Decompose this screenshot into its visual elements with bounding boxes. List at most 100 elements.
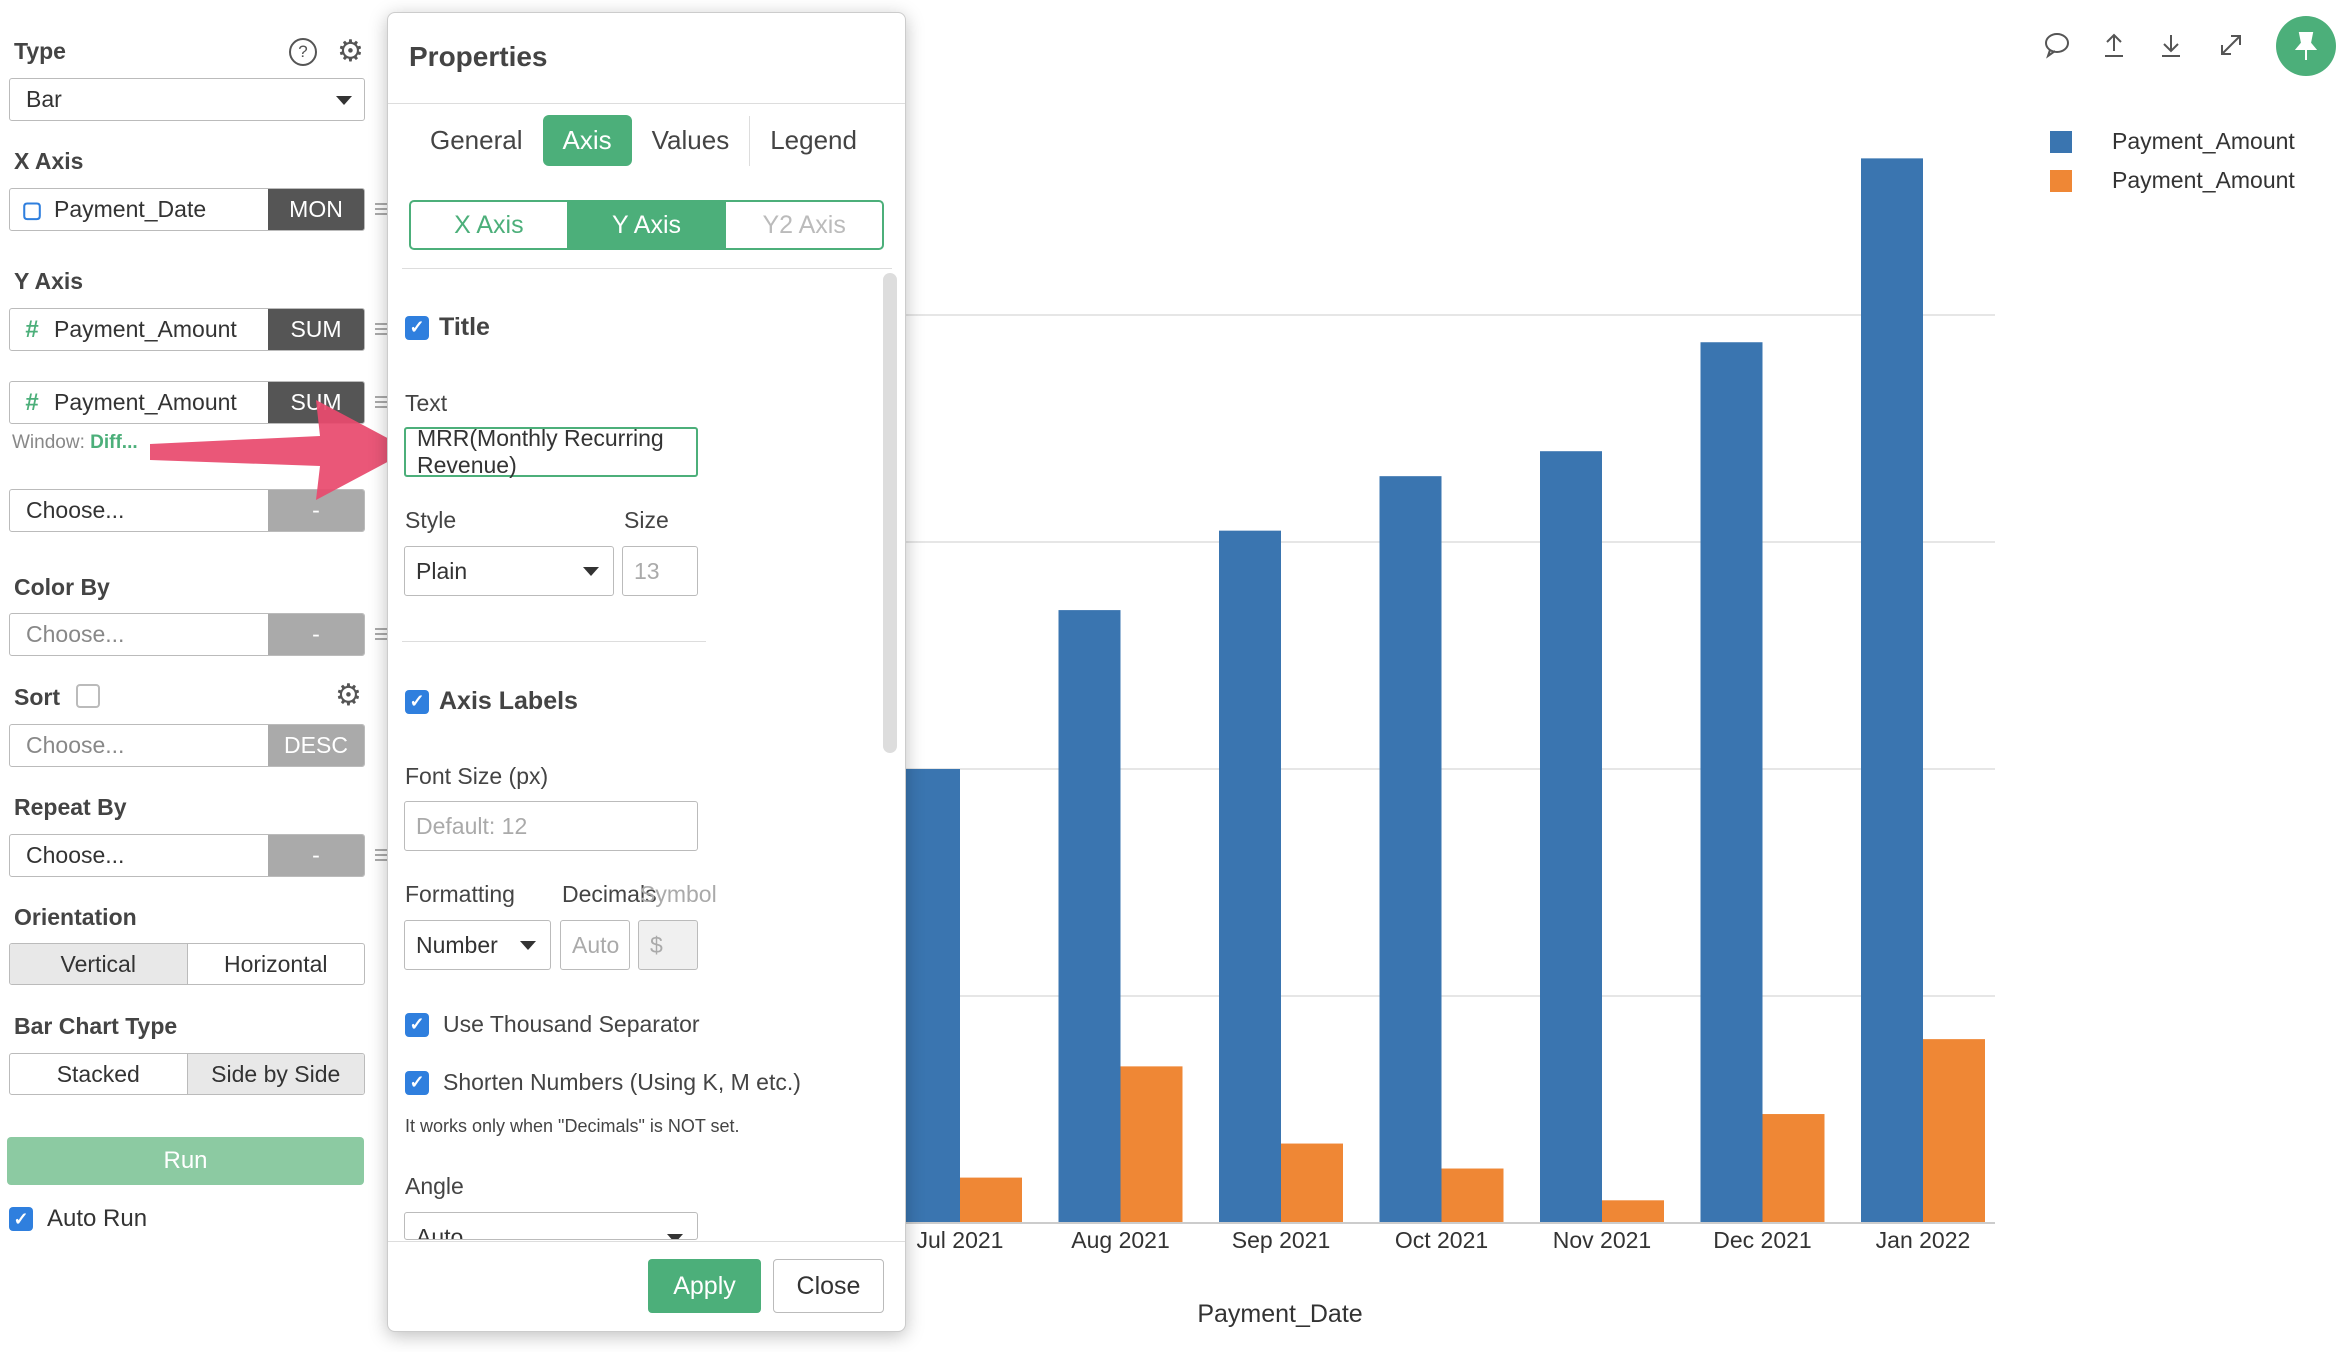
x-axis-field[interactable]: ▢ Payment_Date MON (9, 188, 365, 231)
bar-blue-5[interactable] (1700, 342, 1763, 1223)
angle-value: Auto (416, 1224, 464, 1240)
drag-handle-icon[interactable] (375, 396, 387, 410)
tab-y2-axis: Y2 Axis (724, 202, 882, 248)
y-axis-choose-button[interactable]: - (268, 490, 364, 531)
y-axis-agg-button-1[interactable]: SUM (268, 309, 364, 350)
shorten-numbers-option[interactable]: ✓ Shorten Numbers (Using K, M etc.) (405, 1069, 801, 1096)
y-axis-field-1[interactable]: # Payment_Amount SUM (9, 308, 365, 351)
axis-labels-option[interactable]: ✓ Axis Labels (405, 687, 578, 716)
tab-values[interactable]: Values (651, 125, 730, 155)
bar-type-stacked[interactable]: Stacked (56, 1060, 140, 1087)
drag-handle-icon[interactable] (375, 628, 387, 642)
x-tick-label: Aug 2021 (1071, 1227, 1169, 1253)
bar-blue-2[interactable] (1219, 530, 1281, 1223)
axis-labels-checkbox[interactable]: ✓ (405, 689, 429, 714)
repeat-by-label: Repeat By (14, 794, 127, 820)
run-button[interactable]: Run (7, 1137, 364, 1185)
tab-general[interactable]: General (430, 125, 523, 155)
bar-blue-1[interactable] (1058, 610, 1121, 1223)
bar-blue-0[interactable] (898, 769, 960, 1223)
repeat-by-value: Choose... (26, 842, 125, 868)
properties-dialog: Properties General Axis Values Legend X … (387, 12, 906, 1332)
window-setting[interactable]: Window: Diff... (12, 432, 138, 454)
sort-order-button[interactable]: DESC (268, 725, 364, 766)
gear-icon[interactable]: ⚙ (337, 35, 364, 68)
repeat-by-button[interactable]: - (268, 835, 364, 876)
bar-blue-6[interactable] (1861, 158, 1923, 1223)
angle-label: Angle (405, 1173, 464, 1199)
bar-orange-3[interactable] (1441, 1168, 1504, 1223)
legend-item-2[interactable]: Payment_Amount (2050, 167, 2295, 194)
y-axis-choose[interactable]: Choose... - (9, 489, 365, 532)
bar-blue-4[interactable] (1540, 451, 1602, 1223)
axis-title-input[interactable]: MRR(Monthly Recurring Revenue) (404, 425, 698, 478)
scrollbar[interactable] (883, 273, 897, 753)
sort-field[interactable]: Choose... DESC (9, 724, 365, 767)
shorten-note: It works only when "Decimals" is NOT set… (405, 1116, 740, 1136)
formatting-select[interactable]: Number (404, 920, 551, 970)
bar-orange-4[interactable] (1602, 1200, 1664, 1223)
expand-icon[interactable] (2214, 28, 2248, 62)
title-checkbox[interactable]: ✓ (405, 315, 429, 340)
x-tick-label: Oct 2021 (1395, 1227, 1488, 1253)
bar-type-side-by-side[interactable]: Side by Side (186, 1054, 364, 1094)
close-button[interactable]: Close (773, 1259, 884, 1313)
drag-handle-icon[interactable] (375, 203, 387, 217)
orientation-label: Orientation (14, 904, 137, 930)
tab-y-axis[interactable]: Y Axis (566, 202, 725, 248)
thousand-separator-checkbox[interactable]: ✓ (405, 1012, 429, 1037)
x-axis-agg-button[interactable]: MON (268, 189, 364, 230)
color-by-field[interactable]: Choose... - (9, 613, 365, 656)
divider (402, 641, 706, 642)
text-label: Text (405, 390, 448, 416)
orientation-vertical[interactable]: Vertical (10, 944, 187, 984)
title-option[interactable]: ✓ Title (405, 313, 490, 342)
y-axis-agg-button-2[interactable]: SUM (268, 382, 364, 423)
font-size-placeholder: Default: 12 (416, 812, 528, 839)
tab-legend[interactable]: Legend (770, 125, 857, 155)
tab-x-axis[interactable]: X Axis (454, 210, 524, 239)
bar-blue-3[interactable] (1379, 476, 1442, 1223)
apply-button[interactable]: Apply (648, 1259, 761, 1313)
color-by-button[interactable]: - (268, 614, 364, 655)
y-axis-label: Y Axis (14, 268, 84, 294)
drag-handle-icon[interactable] (375, 849, 387, 863)
auto-run-checkbox[interactable]: ✓ (9, 1207, 33, 1231)
repeat-by-field[interactable]: Choose... - (9, 834, 365, 877)
footer-divider (388, 1241, 905, 1242)
bar-orange-6[interactable] (1923, 1039, 1985, 1223)
bar-orange-0[interactable] (960, 1177, 1022, 1223)
orientation-horizontal[interactable]: Horizontal (186, 944, 365, 984)
sort-checkbox[interactable] (76, 684, 100, 708)
download-icon[interactable] (2154, 28, 2188, 62)
bar-orange-2[interactable] (1281, 1143, 1343, 1223)
font-size-input[interactable]: Default: 12 (404, 801, 698, 851)
calendar-icon: ▢ (21, 196, 43, 222)
axis-title-value: MRR(Monthly Recurring Revenue) (417, 425, 664, 478)
chart-type-select[interactable]: Bar (9, 78, 365, 121)
auto-run-option[interactable]: ✓ Auto Run (9, 1205, 147, 1233)
sort-gear-icon[interactable]: ⚙ (335, 679, 362, 712)
angle-select[interactable]: Auto (404, 1212, 698, 1240)
y-axis-field-2[interactable]: # Payment_Amount SUM (9, 381, 365, 424)
style-select[interactable]: Plain (404, 546, 614, 596)
x-tick-label: Dec 2021 (1713, 1227, 1811, 1253)
y-axis-choose-text: Choose... (26, 497, 125, 523)
tab-axis[interactable]: Axis (542, 115, 632, 166)
formatting-value: Number (416, 931, 498, 958)
sort-placeholder: Choose... (26, 732, 125, 758)
size-input[interactable]: 13 (622, 546, 698, 596)
drag-handle-icon[interactable] (375, 323, 387, 337)
decimals-input[interactable]: Auto (560, 920, 630, 970)
shorten-numbers-checkbox[interactable]: ✓ (405, 1070, 429, 1095)
pin-icon[interactable] (2276, 16, 2336, 76)
bar-orange-1[interactable] (1120, 1066, 1183, 1223)
bar-orange-5[interactable] (1762, 1114, 1825, 1223)
x-tick-label: Sep 2021 (1232, 1227, 1330, 1253)
help-icon[interactable]: ? (289, 38, 317, 66)
y-axis-field-1-name: Payment_Amount (54, 316, 237, 342)
thousand-separator-option[interactable]: ✓ Use Thousand Separator (405, 1011, 700, 1038)
upload-icon[interactable] (2097, 28, 2131, 62)
legend-item-1[interactable]: Payment_Amount (2050, 128, 2295, 155)
comment-icon[interactable] (2040, 28, 2074, 62)
